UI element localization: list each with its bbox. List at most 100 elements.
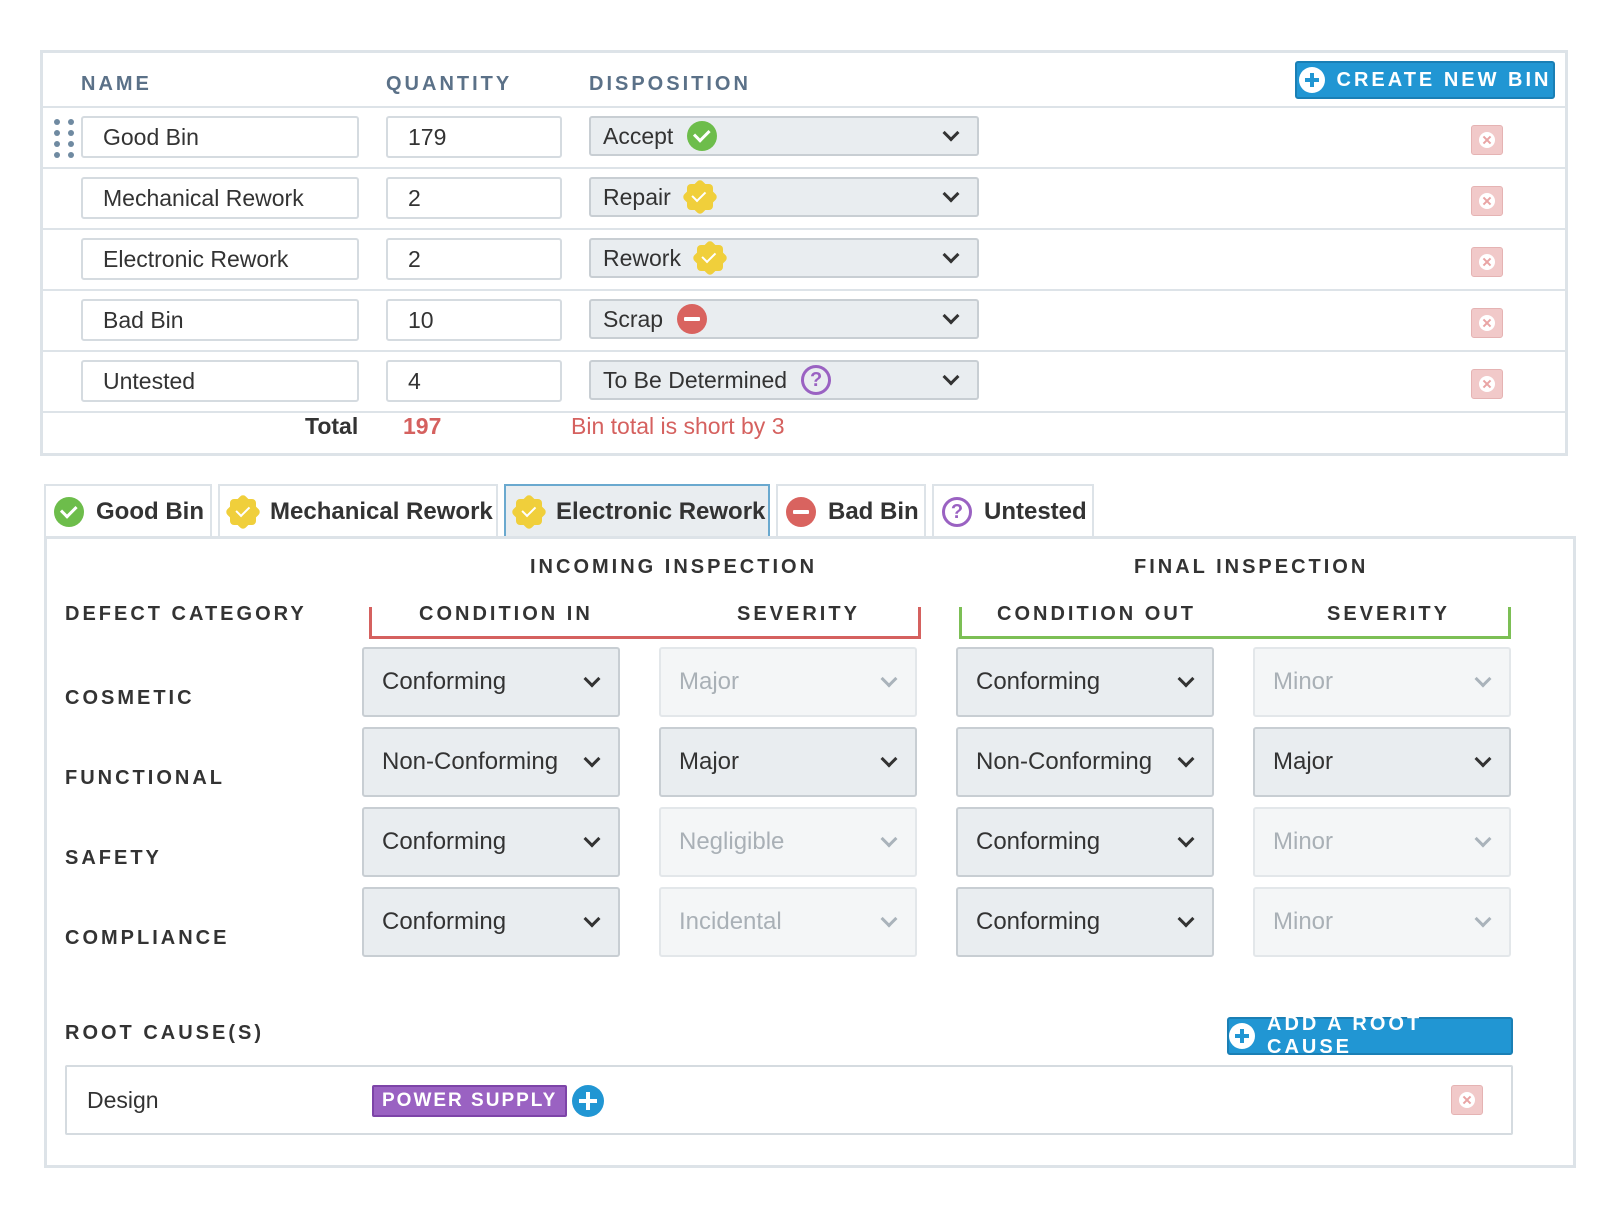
severity-out-select[interactable]: Major [1253,727,1511,797]
category-safety: SAFETY [65,847,162,869]
bin-name-input[interactable]: Untested [81,360,359,402]
chevron-down-icon [880,670,898,688]
total-warning-message: Bin total is short by 3 [571,413,785,439]
chevron-down-icon [942,185,960,203]
chevron-down-icon [880,910,898,928]
bin-name-input[interactable]: Bad Bin [81,299,359,341]
disposition-select[interactable]: Accept [589,116,979,156]
select-value: Non-Conforming [976,748,1153,775]
bin-quantity-input[interactable]: 4 [386,360,562,402]
total-label: Total [305,413,359,439]
disposition-value: Rework [603,244,681,271]
delete-bin-button[interactable] [1471,186,1503,216]
severity-out-select: Minor [1253,807,1511,877]
bins-table: NAME QUANTITY DISPOSITION CREATE NEW BIN… [40,50,1568,456]
create-new-bin-label: CREATE NEW BIN [1336,68,1552,91]
tab-mechanical-rework[interactable]: Mechanical Rework [218,484,498,538]
create-new-bin-button[interactable]: CREATE NEW BIN [1295,61,1555,99]
bin-quantity-input[interactable]: 10 [386,299,562,341]
chevron-down-icon [583,830,601,848]
severity-in-select[interactable]: Major [659,727,917,797]
add-tag-icon[interactable] [572,1085,604,1117]
bin-quantity-input[interactable]: 2 [386,177,562,219]
select-value: Minor [1273,828,1334,855]
scrap-icon [677,304,708,334]
chevron-down-icon [942,307,960,325]
bin-name-input[interactable]: Good Bin [81,116,359,158]
delete-root-cause-button[interactable] [1451,1085,1483,1115]
chevron-down-icon [1474,750,1492,768]
rework-icon [685,182,715,212]
question-icon: ? [801,365,832,395]
select-value: Conforming [382,668,507,695]
check-icon [687,121,718,151]
condition-in-header: CONDITION IN [419,603,593,625]
condition-in-select[interactable]: Conforming [362,647,620,717]
select-value: Major [679,748,740,775]
category-functional: FUNCTIONAL [65,767,225,789]
delete-bin-button[interactable] [1471,247,1503,277]
root-cause-tag[interactable]: POWER SUPPLY [372,1085,568,1117]
bin-name-input[interactable]: Mechanical Rework [81,177,359,219]
select-value: Non-Conforming [382,748,559,775]
severity-in-select: Negligible [659,807,917,877]
scrap-icon [786,497,816,527]
delete-bin-button[interactable] [1471,369,1503,399]
select-value: Major [1273,748,1334,775]
chevron-down-icon [880,750,898,768]
tab-label: Electronic Rework [556,498,766,525]
chevron-down-icon [1474,910,1492,928]
rework-icon [695,243,725,273]
tab-label: Mechanical Rework [270,498,493,525]
incoming-group-bracket [369,607,921,639]
bin-name-input[interactable]: Electronic Rework [81,238,359,280]
bin-quantity-input[interactable]: 2 [386,238,562,280]
bin-row: Bad Bin 10 Scrap [43,289,1565,351]
tab-untested[interactable]: ? Untested [932,484,1094,538]
condition-in-select[interactable]: Conforming [362,807,620,877]
select-value: Negligible [679,828,785,855]
bin-row: Electronic Rework 2 Rework [43,228,1565,290]
header-name: NAME [81,73,152,95]
delete-bin-button[interactable] [1471,125,1503,155]
severity-out-select: Minor [1253,887,1511,957]
disposition-select[interactable]: Repair [589,177,979,217]
chevron-down-icon [1177,750,1195,768]
tab-label: Untested [984,498,1087,525]
category-cosmetic: COSMETIC [65,687,195,709]
drag-handle-icon[interactable] [53,116,77,160]
bin-quantity-input[interactable]: 179 [386,116,562,158]
disposition-select[interactable]: Rework [589,238,979,278]
severity-out-select: Minor [1253,647,1511,717]
severity-in-header: SEVERITY [737,603,860,625]
disposition-select[interactable]: Scrap [589,299,979,339]
chevron-down-icon [1474,670,1492,688]
condition-out-select[interactable]: Conforming [956,647,1214,717]
tab-bad-bin[interactable]: Bad Bin [776,484,926,538]
delete-bin-button[interactable] [1471,308,1503,338]
condition-out-select[interactable]: Conforming [956,887,1214,957]
disposition-select[interactable]: To Be Determined ? [589,360,979,400]
chevron-down-icon [583,670,601,688]
final-group-bracket [959,607,1511,639]
total-row [43,411,1565,455]
chevron-down-icon [583,750,601,768]
close-icon [1479,193,1495,209]
condition-in-select[interactable]: Conforming [362,887,620,957]
tab-good-bin[interactable]: Good Bin [44,484,212,538]
bin-row: Mechanical Rework 2 Repair [43,167,1565,229]
severity-in-select: Incidental [659,887,917,957]
add-root-cause-button[interactable]: ADD A ROOT CAUSE [1227,1013,1513,1058]
close-icon [1479,254,1495,270]
condition-out-select[interactable]: Conforming [956,807,1214,877]
rework-icon [514,497,544,527]
disposition-value: Scrap [603,305,664,332]
tab-electronic-rework[interactable]: Electronic Rework [504,484,770,538]
header-quantity: QUANTITY [386,73,513,95]
chevron-down-icon [942,124,960,142]
condition-in-select[interactable]: Non-Conforming [362,727,620,797]
condition-out-header: CONDITION OUT [997,603,1196,625]
condition-out-select[interactable]: Non-Conforming [956,727,1214,797]
bin-row: Untested 4 To Be Determined ? [43,350,1565,412]
select-value: Conforming [976,828,1101,855]
